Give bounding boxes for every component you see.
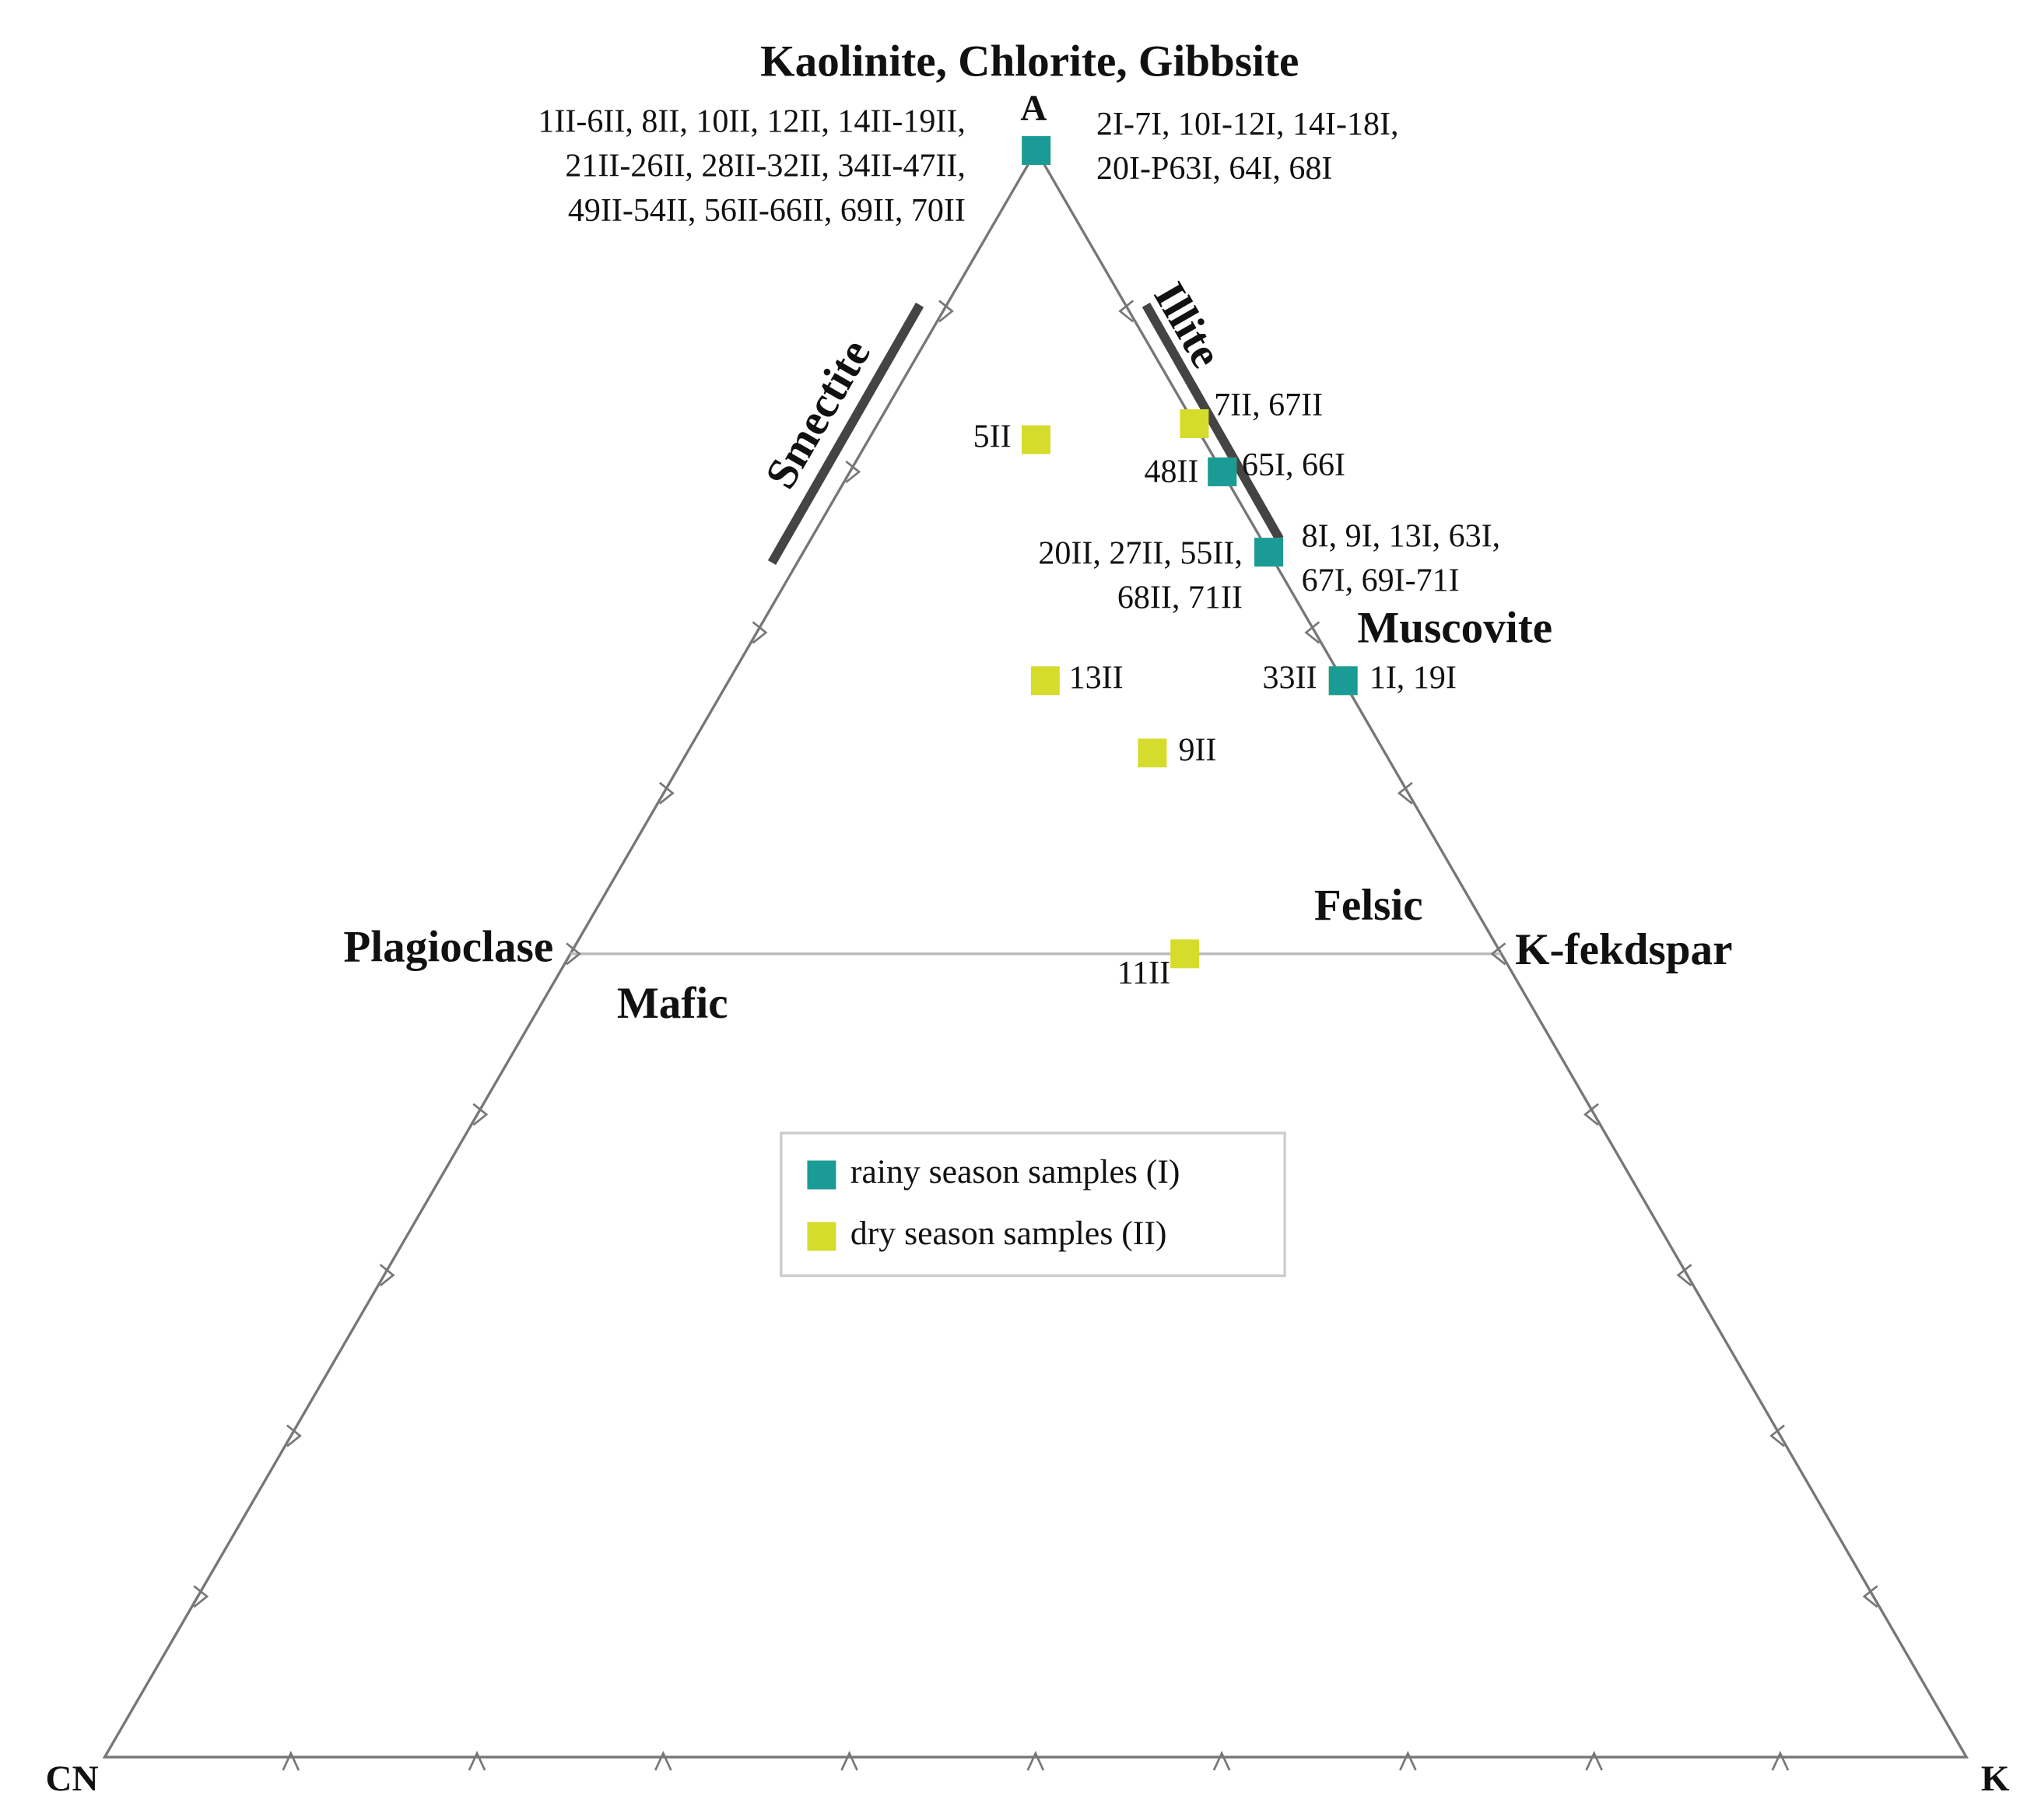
tick-mark bbox=[1304, 621, 1320, 644]
point-label: 67I, 69I-71I bbox=[1302, 563, 1460, 599]
tick-mark bbox=[1026, 1750, 1045, 1771]
annotation: Muscovite bbox=[1357, 603, 1552, 652]
legend-label: rainy season samples (I) bbox=[850, 1153, 1180, 1191]
legend-swatch bbox=[807, 1222, 836, 1251]
annotation: Mafic bbox=[617, 979, 728, 1028]
annotation: Plagioclase bbox=[343, 923, 553, 972]
point-label: 9II bbox=[1179, 732, 1217, 768]
tick-mark bbox=[193, 1585, 209, 1608]
point-label: 13II bbox=[1069, 660, 1124, 696]
data-point bbox=[1022, 135, 1051, 165]
tick-mark bbox=[1212, 1750, 1231, 1771]
tick-mark bbox=[1397, 781, 1413, 805]
illite-bar bbox=[1141, 302, 1284, 542]
vertex-label: A bbox=[1020, 88, 1047, 128]
tick-mark bbox=[1769, 1424, 1785, 1447]
annotation: K-fekdspar bbox=[1515, 925, 1732, 974]
data-point bbox=[1180, 409, 1209, 438]
tick-mark bbox=[1118, 300, 1134, 323]
vertex-label: CN bbox=[45, 1759, 98, 1799]
point-label: 5II bbox=[973, 419, 1012, 455]
tick-mark bbox=[752, 621, 768, 644]
annotation: Felsic bbox=[1314, 881, 1423, 930]
tick-mark bbox=[840, 1750, 858, 1771]
data-point bbox=[1138, 738, 1167, 768]
vertex-label: K bbox=[1981, 1759, 2010, 1799]
legend bbox=[780, 1131, 1286, 1278]
point-label: 21II-26II, 28II-32II, 34II-47II, bbox=[565, 149, 965, 184]
tick-mark bbox=[658, 781, 675, 805]
tick-mark bbox=[1862, 1585, 1878, 1608]
tick-mark bbox=[938, 300, 954, 323]
data-point bbox=[1328, 666, 1358, 696]
point-label: 68II, 71II bbox=[1117, 580, 1243, 615]
point-label: 7II, 67II bbox=[1214, 387, 1323, 423]
tick-mark bbox=[1771, 1750, 1790, 1771]
legend-label: dry season samples (II) bbox=[850, 1215, 1167, 1252]
point-label: 48II bbox=[1145, 454, 1199, 489]
tick-mark bbox=[472, 1103, 489, 1126]
point-label: 33II bbox=[1263, 660, 1317, 696]
tick-mark bbox=[845, 460, 861, 483]
tick-mark bbox=[1583, 1103, 1599, 1126]
point-label: 1II-6II, 8II, 10II, 12II, 14II-19II, bbox=[538, 103, 965, 139]
data-point bbox=[1254, 538, 1284, 567]
tick-mark bbox=[1585, 1750, 1603, 1771]
tick-mark bbox=[379, 1264, 395, 1287]
tick-mark bbox=[286, 1424, 302, 1447]
tick-mark bbox=[1490, 942, 1506, 966]
data-point bbox=[1030, 666, 1060, 696]
chart-title: Kaolinite, Chlorite, Gibbsite bbox=[760, 37, 1299, 86]
tick-mark bbox=[1399, 1750, 1417, 1771]
point-label: 11II bbox=[1117, 956, 1170, 991]
tick-mark bbox=[468, 1750, 486, 1771]
smectite-bar bbox=[767, 302, 924, 566]
point-label: 20II, 27II, 55II, bbox=[1038, 535, 1243, 571]
legend-swatch bbox=[807, 1160, 836, 1190]
tick-mark bbox=[654, 1750, 672, 1771]
point-label: 20I-P63I, 64I, 68I bbox=[1096, 151, 1332, 187]
tick-mark bbox=[282, 1750, 300, 1771]
data-point bbox=[1208, 457, 1237, 486]
data-point bbox=[1170, 939, 1200, 969]
point-label: 65I, 66I bbox=[1242, 447, 1345, 483]
point-label: 49II-54II, 56II-66II, 69II, 70II bbox=[568, 193, 966, 229]
tick-mark bbox=[1676, 1264, 1692, 1287]
point-label: 8I, 9I, 13I, 63I, bbox=[1302, 518, 1501, 554]
tick-mark bbox=[566, 942, 582, 966]
point-label: 1I, 19I bbox=[1369, 660, 1457, 696]
point-label: 2I-7I, 10I-12I, 14I-18I, bbox=[1096, 107, 1399, 142]
data-point bbox=[1022, 425, 1051, 454]
